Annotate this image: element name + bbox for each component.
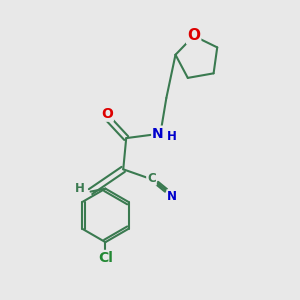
Text: C: C <box>147 172 156 185</box>
Text: H: H <box>167 130 177 143</box>
Text: Cl: Cl <box>98 251 113 265</box>
Text: O: O <box>101 107 113 121</box>
Text: N: N <box>167 190 177 203</box>
Text: H: H <box>75 182 85 195</box>
Text: N: N <box>152 127 164 141</box>
Text: O: O <box>187 28 200 44</box>
